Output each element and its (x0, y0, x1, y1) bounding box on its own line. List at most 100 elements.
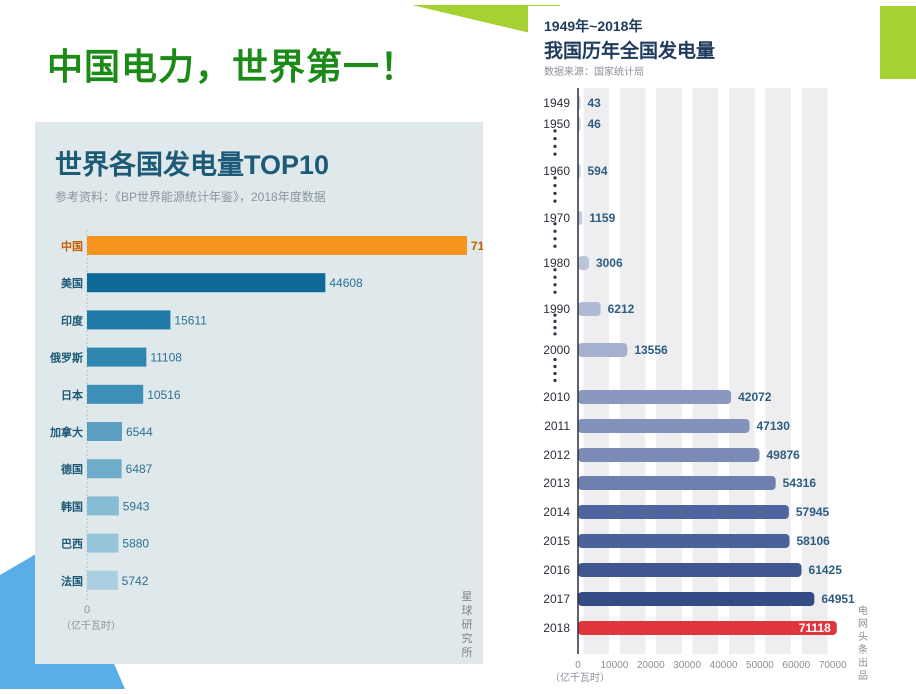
year-label: 1949 (543, 96, 570, 110)
break-dot (553, 319, 557, 323)
break-dot (553, 378, 557, 383)
bars-group: 1949 43 1950 46 1960 594 1970 1159 1980 3006 1990 6… (543, 96, 855, 635)
value-label: 46 (588, 117, 602, 131)
value-label: 13556 (634, 343, 668, 357)
value-label: 71118 (799, 621, 831, 635)
value-label: 42072 (738, 390, 772, 404)
chart-title: 世界各国发电量TOP10 (55, 149, 329, 180)
year-label: 2016 (543, 563, 570, 577)
year-label: 2010 (543, 390, 570, 404)
bar-俄罗斯 (87, 347, 147, 367)
break-dot (553, 275, 557, 279)
axis-break-dots (553, 129, 557, 383)
china-history-panel: 1949年~2018年 我国历年全国发电量 数据来源：国家统计局 1949 43 1… (528, 6, 880, 689)
value-label: 5742 (122, 574, 149, 588)
break-dot (553, 229, 557, 233)
grid-band (692, 88, 719, 654)
bar-2016 (578, 563, 802, 577)
bar-巴西 (87, 533, 119, 553)
bar-2000 (578, 343, 628, 357)
break-dot (553, 244, 557, 248)
bar-1980 (578, 256, 589, 270)
category-label: 加拿大 (49, 425, 83, 439)
slide-title: 中国电力，世界第一！ (47, 47, 418, 88)
break-dot (553, 144, 557, 148)
value-label: 64951 (821, 592, 855, 606)
category-label: 美国 (61, 276, 83, 290)
source-char: 电 (858, 604, 868, 617)
value-label: 6544 (126, 425, 153, 439)
value-label: 58106 (796, 534, 830, 548)
source-char: 究 (462, 631, 473, 645)
break-dot (553, 176, 557, 180)
value-label: 43 (588, 96, 602, 110)
year-label: 2000 (543, 343, 570, 357)
break-dot (553, 332, 557, 336)
bar-日本 (87, 384, 144, 404)
break-dot (553, 326, 557, 330)
value-label: 3006 (596, 256, 623, 270)
bar-法国 (87, 570, 118, 590)
unit-label: （亿千瓦时） (61, 619, 121, 632)
source-char: 研 (462, 619, 473, 631)
source-char: 所 (462, 646, 473, 659)
value-label: 57945 (796, 505, 830, 519)
year-label: 2011 (544, 419, 570, 433)
category-label: 巴西 (61, 538, 83, 551)
break-dot (553, 184, 557, 188)
value-label: 15611 (174, 313, 207, 327)
value-label: 10516 (147, 388, 181, 402)
break-dot (553, 371, 557, 376)
value-label: 5943 (123, 499, 150, 513)
break-dot (553, 191, 557, 195)
value-label: 49876 (766, 448, 800, 462)
chart-source: 数据来源：国家统计局 (544, 65, 644, 78)
china-history-chart: 1949年~2018年 我国历年全国发电量 数据来源：国家统计局 1949 431… (543, 18, 868, 684)
bar-1990 (578, 302, 601, 316)
break-dot (553, 237, 557, 241)
year-label: 2017 (543, 592, 570, 606)
bar-2017 (578, 592, 815, 606)
year-label: 2014 (543, 505, 570, 519)
break-dot (553, 222, 557, 226)
break-dot (553, 290, 557, 294)
x-tick: 70000 (819, 660, 847, 671)
value-label: 5880 (122, 537, 149, 551)
bar-印度 (87, 310, 171, 330)
grid-band (656, 88, 682, 654)
break-dot (553, 283, 557, 287)
year-label: 2015 (543, 534, 570, 548)
category-label: 法国 (61, 574, 83, 588)
break-dot (553, 364, 557, 369)
year-label: 1970 (543, 211, 570, 225)
world-top10-panel: 世界各国发电量TOP10 参考资料：《BP世界能源统计年鉴》，2018年度数据 … (35, 122, 503, 664)
grid-band (801, 88, 828, 654)
year-label: 2013 (543, 476, 570, 490)
year-label: 1990 (543, 302, 570, 316)
chart-subtitle: 参考资料：《BP世界能源统计年鉴》，2018年度数据 (55, 189, 326, 204)
bar-1970 (578, 211, 583, 225)
bars-group: 中国 71118 美国 44608 印度 15611 俄罗斯 11108 日本 10516 加拿大 6… (49, 236, 503, 590)
category-label: 印度 (61, 313, 84, 327)
bar-韩国 (87, 496, 119, 516)
x-tick: 10000 (600, 660, 628, 671)
value-label: 44608 (329, 276, 363, 290)
grid-band (765, 88, 791, 654)
value-label: 54316 (783, 476, 817, 490)
bar-2014 (578, 505, 789, 519)
value-label: 11108 (150, 351, 182, 365)
break-dot (553, 268, 557, 272)
source-char: 球 (462, 603, 473, 617)
bar-加拿大 (87, 422, 122, 441)
bar-中国 (87, 236, 467, 255)
break-dot (553, 357, 557, 362)
axis-zero-label: 0 (84, 604, 90, 616)
bar-2011 (578, 419, 750, 433)
year-label: 2012 (543, 448, 570, 462)
chart-title-line2: 我国历年全国发电量 (544, 39, 715, 62)
x-tick: 40000 (710, 660, 738, 671)
category-label: 中国 (61, 239, 83, 253)
x-tick: 60000 (782, 660, 810, 671)
value-label: 1159 (589, 211, 615, 225)
